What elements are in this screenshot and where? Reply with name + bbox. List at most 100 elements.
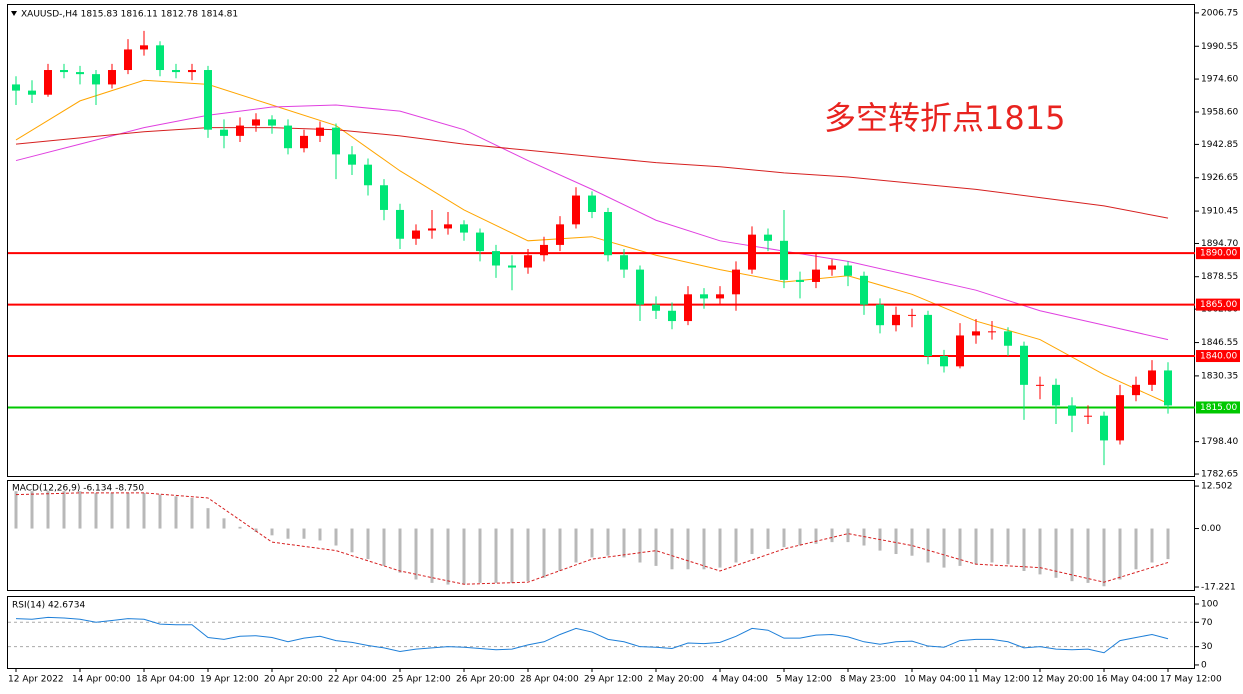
macd-bar — [142, 492, 146, 529]
candle-body — [876, 304, 884, 326]
y-tick-label: 1894.70 — [1201, 239, 1238, 249]
chart-title: XAUUSD-,H4 1815.83 1816.11 1812.78 1814.… — [21, 10, 238, 20]
macd-bar — [702, 528, 706, 570]
candle-body — [236, 125, 244, 136]
candle-body — [124, 49, 132, 71]
candle-body — [796, 279, 804, 282]
macd-bar — [814, 528, 818, 544]
x-tick-label: 28 Apr 04:00 — [520, 675, 579, 685]
candle-body — [1020, 345, 1028, 385]
candle-body — [252, 119, 260, 126]
candle-body — [1084, 415, 1092, 417]
macd-bar — [286, 528, 290, 539]
macd-bar — [910, 528, 914, 556]
candle-body — [108, 70, 116, 85]
macd-bar — [974, 528, 978, 565]
macd-panel — [7, 480, 1195, 591]
macd-bar — [782, 528, 786, 548]
rsi-line — [15, 616, 1169, 654]
candle-body — [556, 224, 564, 245]
macd-bar — [734, 528, 738, 563]
level-label-box — [1196, 401, 1240, 414]
candle-body — [572, 195, 580, 225]
signal-line — [15, 492, 1169, 585]
candle-body — [1132, 384, 1140, 396]
x-tick-label: 22 Apr 04:00 — [328, 675, 387, 685]
candle-body — [860, 275, 868, 305]
candle-body — [44, 70, 52, 95]
x-tick-label: 11 May 12:00 — [968, 675, 1030, 685]
macd-bar — [990, 528, 994, 563]
macd-bar — [494, 528, 498, 583]
macd-bar — [158, 494, 162, 529]
macd-bar — [62, 491, 66, 529]
candle-body — [908, 314, 916, 316]
macd-bar — [574, 528, 578, 563]
macd-bar — [1150, 528, 1154, 563]
y-tick-label: 1830.35 — [1201, 371, 1238, 381]
candle-body — [652, 304, 660, 311]
macd-bar — [382, 528, 386, 566]
macd-bar — [1054, 528, 1058, 578]
candle-body — [828, 265, 836, 270]
macd-bar — [206, 508, 210, 529]
candle-body — [524, 255, 532, 268]
candle-body — [1164, 370, 1172, 406]
y-tick-label: 12.502 — [1201, 482, 1233, 492]
y-tick-label: 30 — [1201, 642, 1213, 652]
macd-bar — [174, 496, 178, 529]
macd-bar — [1118, 528, 1122, 580]
candle-body — [604, 212, 612, 256]
macd-bar — [94, 492, 98, 529]
candle-body — [364, 164, 372, 186]
macd-bar — [14, 491, 18, 529]
macd-bar — [350, 528, 354, 553]
macd-bar — [718, 528, 722, 568]
y-tick-label: 1910.45 — [1201, 207, 1238, 217]
x-tick-label: 12 Apr 2022 — [8, 675, 64, 685]
candle-body — [300, 135, 308, 149]
macd-bar — [510, 528, 514, 583]
candle-body — [700, 294, 708, 299]
candle-body — [220, 129, 228, 136]
candle-body — [540, 244, 548, 256]
macd-bar — [126, 492, 130, 529]
candle-body — [444, 224, 452, 229]
y-tick-label: 1878.55 — [1201, 272, 1238, 282]
candle-body — [188, 70, 196, 73]
macd-bar — [430, 528, 434, 583]
candle-body — [636, 269, 644, 305]
candle-body — [476, 232, 484, 252]
macd-bar — [926, 528, 930, 563]
macd-bar — [750, 528, 754, 555]
candle-body — [12, 84, 20, 91]
rsi-title: RSI(14) 42.6734 — [12, 601, 85, 611]
y-tick-label: 1958.60 — [1201, 107, 1238, 117]
candle-body — [412, 230, 420, 239]
x-tick-label: 26 Apr 20:00 — [456, 675, 515, 685]
macd-bar — [190, 497, 194, 529]
x-tick-label: 19 Apr 12:00 — [200, 675, 259, 685]
candle-body — [1116, 395, 1124, 441]
candle-body — [60, 70, 68, 73]
candle-body — [428, 228, 436, 231]
candle-body — [140, 45, 148, 50]
macd-bar — [446, 528, 450, 585]
candle-body — [668, 310, 676, 322]
candle-body — [892, 314, 900, 326]
macd-bar — [766, 528, 770, 549]
level-label: 1815.00 — [1200, 403, 1237, 413]
macd-bar — [942, 528, 946, 568]
x-tick-label: 20 Apr 20:00 — [264, 675, 323, 685]
macd-bar — [590, 528, 594, 558]
candle-body — [812, 269, 820, 282]
candle-body — [284, 125, 292, 149]
candle-body — [348, 154, 356, 165]
macd-bar — [334, 528, 338, 546]
x-tick-label: 10 May 04:00 — [904, 675, 966, 685]
macd-bar — [1006, 528, 1010, 565]
candle-body — [588, 195, 596, 213]
y-tick-label: -17.221 — [1201, 583, 1236, 593]
macd-bar — [318, 528, 322, 541]
